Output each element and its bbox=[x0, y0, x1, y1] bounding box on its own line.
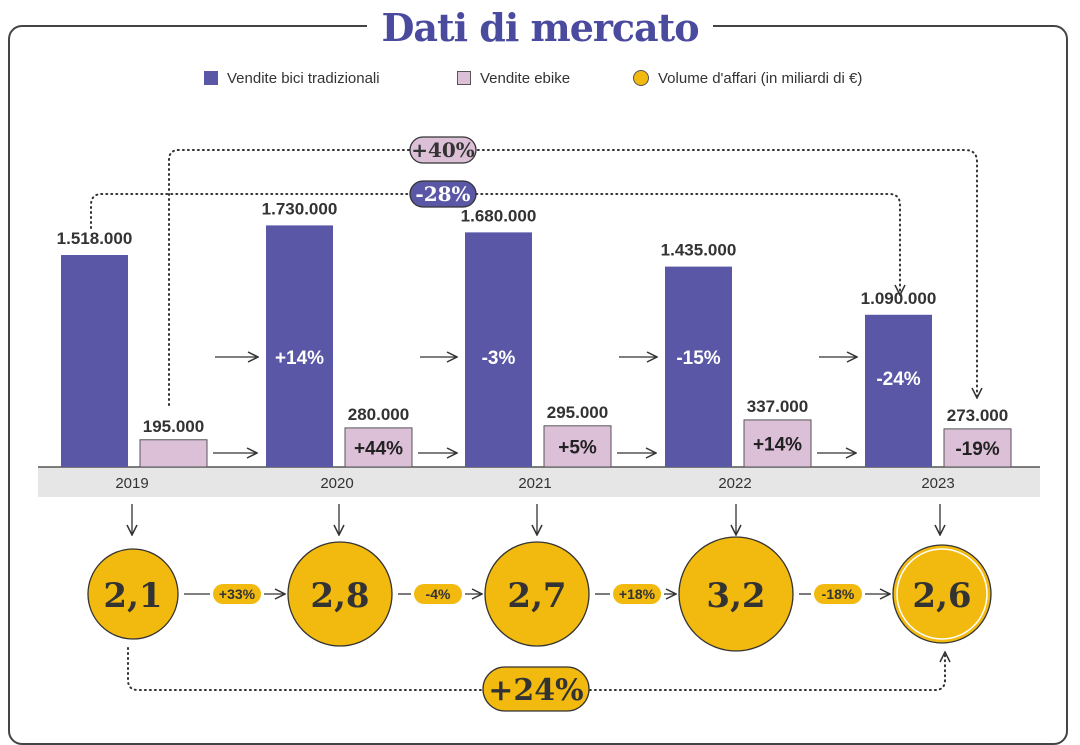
overall-traditional-change-pill bbox=[409, 180, 477, 208]
bar-ebike-2023 bbox=[943, 428, 1012, 468]
legend-item-volume: Volume d'affari (in miliardi di €) bbox=[633, 67, 862, 89]
volume-circle-2020 bbox=[287, 541, 393, 647]
overall-volume-change-pill bbox=[482, 666, 590, 712]
change-label-ebike-2021: +5% bbox=[558, 437, 597, 458]
x-tick-label-2020: 2020 bbox=[320, 475, 353, 492]
bar-chart-svg: 2019 2020 2021 2022 2023 1.518.000 1.730.000 +1… bbox=[38, 136, 1040, 712]
overall-ebike-change-text: +40% bbox=[411, 138, 475, 162]
data-label-ebike-2019: 195.000 bbox=[143, 417, 204, 436]
volume-change-label-2: +18% bbox=[619, 586, 656, 602]
overall-traditional-change-text: -28% bbox=[415, 182, 470, 206]
bar-ebike-2019 bbox=[139, 439, 208, 468]
legend-item-ebike: Vendite ebike bbox=[457, 67, 570, 89]
data-label-traditional-2022: 1.435.000 bbox=[661, 241, 737, 260]
change-label-traditional-2022: -15% bbox=[676, 348, 720, 369]
data-label-traditional-2020: 1.730.000 bbox=[262, 199, 338, 218]
change-label-ebike-2022: +14% bbox=[753, 434, 802, 455]
data-label-traditional-2021: 1.680.000 bbox=[461, 206, 537, 225]
data-label-ebike-2020: 280.000 bbox=[348, 405, 409, 424]
volume-change-pill-3 bbox=[814, 584, 862, 604]
volume-change-pill-0 bbox=[213, 584, 261, 604]
volume-label-2022: 3,2 bbox=[706, 576, 765, 616]
bar-traditional-2019 bbox=[61, 255, 128, 467]
bar-ebike-2021 bbox=[543, 425, 612, 468]
chart-title: Dati di mercato bbox=[367, 4, 713, 52]
legend-swatch-traditional bbox=[204, 71, 218, 85]
infographic: Dati di mercato Vendite bici tradizional… bbox=[0, 4, 1080, 745]
data-label-traditional-2019: 1.518.000 bbox=[57, 229, 133, 248]
x-tick-label-2023: 2023 bbox=[921, 475, 954, 492]
bar-traditional-2020 bbox=[266, 225, 333, 467]
overall-connector-ebike bbox=[168, 149, 977, 406]
x-tick-label-2021: 2021 bbox=[518, 475, 551, 492]
data-label-traditional-2023: 1.090.000 bbox=[861, 289, 937, 308]
volume-change-label-0: +33% bbox=[219, 586, 256, 602]
bar-traditional-2023 bbox=[865, 314, 932, 467]
x-tick-label-2019: 2019 bbox=[115, 475, 148, 492]
legend-label-traditional: Vendite bici tradizionali bbox=[227, 69, 380, 87]
legend-item-traditional: Vendite bici tradizionali bbox=[204, 67, 380, 89]
legend-swatch-ebike bbox=[457, 71, 471, 85]
legend-swatch-volume bbox=[633, 70, 649, 86]
volume-change-pill-1 bbox=[414, 584, 462, 604]
bar-traditional-2022 bbox=[665, 266, 732, 467]
volume-circle-inner-ring bbox=[896, 548, 988, 640]
volume-circle-2019 bbox=[87, 548, 179, 640]
overall-ebike-change-pill bbox=[409, 136, 477, 164]
volume-label-2021: 2,7 bbox=[507, 576, 566, 616]
bar-traditional-2021 bbox=[465, 232, 532, 467]
volume-change-pill-2 bbox=[613, 584, 661, 604]
bar-ebike-2020 bbox=[344, 427, 413, 468]
legend: Vendite bici tradizionali Vendite ebike … bbox=[0, 67, 1080, 89]
volume-circle-2023 bbox=[892, 544, 992, 644]
change-label-ebike-2023: -19% bbox=[955, 439, 999, 460]
overall-volume-change-text: +24% bbox=[488, 673, 583, 708]
x-tick-label-2022: 2022 bbox=[718, 475, 751, 492]
volume-circle-2022 bbox=[678, 536, 794, 652]
volume-change-label-1: -4% bbox=[426, 586, 451, 602]
overall-connector-traditional bbox=[90, 193, 900, 296]
legend-label-ebike: Vendite ebike bbox=[480, 69, 571, 87]
volume-label-2020: 2,8 bbox=[310, 576, 369, 616]
volume-change-label-3: -18% bbox=[822, 586, 855, 602]
bar-ebike-2022 bbox=[743, 419, 812, 468]
data-label-ebike-2023: 273.000 bbox=[947, 406, 1008, 425]
change-label-traditional-2023: -24% bbox=[876, 369, 920, 390]
x-axis-band bbox=[38, 467, 1040, 497]
volume-label-2019: 2,1 bbox=[103, 576, 162, 616]
legend-label-volume: Volume d'affari (in miliardi di €) bbox=[658, 69, 863, 87]
data-label-ebike-2022: 337.000 bbox=[747, 397, 808, 416]
change-label-traditional-2020: +14% bbox=[275, 348, 324, 369]
volume-label-2023: 2,6 bbox=[912, 576, 971, 616]
data-label-ebike-2021: 295.000 bbox=[547, 403, 608, 422]
change-label-ebike-2020: +44% bbox=[354, 438, 403, 459]
change-label-traditional-2021: -3% bbox=[482, 348, 516, 369]
volume-circle-2021 bbox=[484, 541, 590, 647]
